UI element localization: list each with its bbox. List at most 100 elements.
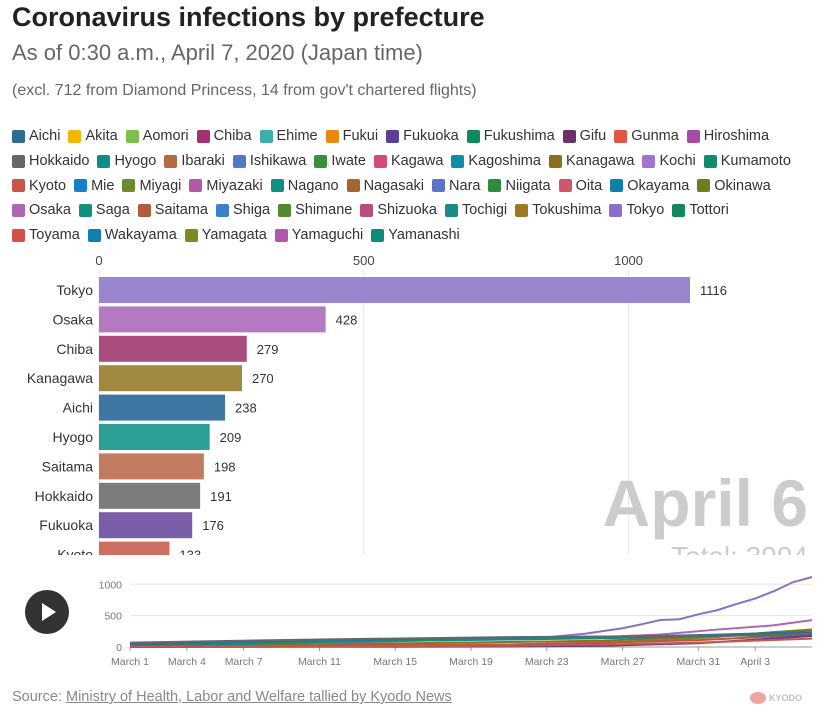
legend-item-akita[interactable]: Akita [68,124,118,149]
timeline-x-tick-label: March 27 [601,656,645,668]
legend-label: Nagasaki [363,177,425,194]
legend-swatch [642,154,656,168]
legend-swatch [278,203,292,217]
legend-item-shizuoka[interactable]: Shizuoka [360,198,437,223]
legend-swatch [346,179,360,193]
bar-aichi [99,394,226,421]
bar-value-label: 176 [202,518,224,533]
legend-item-saga[interactable]: Saga [78,198,130,223]
legend-item-aichi[interactable]: Aichi [12,124,60,149]
legend-item-shiga[interactable]: Shiga [216,198,270,223]
source-link[interactable]: Ministry of Health, Labor and Welfare ta… [66,689,452,705]
legend-swatch [466,129,480,143]
bar-value-label: 209 [220,430,242,445]
legend-label: Saitama [154,202,208,219]
bar-kyoto [99,541,170,555]
bar-category-label: Hokkaido [35,488,94,504]
legend-item-kanagawa[interactable]: Kanagawa [548,149,635,174]
legend-item-iwate[interactable]: Iwate [314,149,366,174]
legend-swatch [609,203,623,217]
legend-item-aomori[interactable]: Aomori [125,124,189,149]
legend-label: Hiroshima [703,128,770,145]
legend-item-wakayama[interactable]: Wakayama [87,223,177,248]
legend-item-kyoto[interactable]: Kyoto [12,173,66,198]
legend-swatch [196,129,210,143]
legend-label: Hokkaido [29,153,90,170]
legend-label: Shiga [233,202,271,219]
legend-item-okayama[interactable]: Okayama [610,173,689,198]
legend-item-hokkaido[interactable]: Hokkaido [12,149,89,174]
legend-item-kagawa[interactable]: Kagawa [374,149,443,174]
legend-item-tokushima[interactable]: Tokushima [515,198,601,223]
legend-label: Fukushima [483,128,555,145]
legend-label: Oita [575,177,603,194]
legend-item-nara[interactable]: Nara [432,173,480,198]
legend-item-hiroshima[interactable]: Hiroshima [686,124,770,149]
legend-item-saitama[interactable]: Saitama [137,198,208,223]
legend-label: Miyagi [139,177,182,194]
legend-label: Kochi [659,153,696,170]
legend-item-chiba[interactable]: Chiba [196,124,252,149]
legend-item-yamagata[interactable]: Yamagata [184,223,267,248]
legend-label: Iwate [331,153,366,170]
timeline-chart[interactable]: 0 500 1000 March 1 March 4 March 7 March 11 Mar… [0,572,825,677]
legend-item-kochi[interactable]: Kochi [642,149,696,174]
bar-category-label: Saitama [42,458,94,474]
legend-item-yamaguchi[interactable]: Yamaguchi [274,223,363,248]
kyodo-logo: KYODO [750,692,802,704]
legend-item-fukui[interactable]: Fukui [325,124,378,149]
legend-swatch [488,179,502,193]
legend-label: Gunma [631,128,679,145]
legend-item-toyama[interactable]: Toyama [12,223,80,248]
legend-item-niigata[interactable]: Niigata [488,173,551,198]
legend-item-mie[interactable]: Mie [74,173,114,198]
play-button[interactable] [25,590,69,634]
legend-swatch [68,129,82,143]
legend-item-fukuoka[interactable]: Fukuoka [386,124,459,149]
legend-item-oita[interactable]: Oita [558,173,603,198]
legend-item-fukushima[interactable]: Fukushima [466,124,555,149]
legend-item-yamanashi[interactable]: Yamanashi [371,223,460,248]
bar-category-label: Chiba [56,341,93,357]
legend-swatch [444,203,458,217]
bar-category-label: Kanagawa [27,370,93,386]
legend-label: Miyazaki [206,177,263,194]
legend-item-osaka[interactable]: Osaka [12,198,71,223]
legend-item-ishikawa[interactable]: Ishikawa [232,149,306,174]
legend-item-kagoshima[interactable]: Kagoshima [451,149,541,174]
legend-item-shimane[interactable]: Shimane [278,198,352,223]
legend-item-nagano[interactable]: Nagano [270,173,339,198]
legend-label: Kanagawa [565,153,635,170]
legend-label: Yamanashi [388,227,460,244]
legend-label: Ibaraki [181,153,225,170]
legend-item-tochigi[interactable]: Tochigi [444,198,507,223]
legend-item-ehime[interactable]: Ehime [259,124,318,149]
date-watermark: April 6 [603,466,808,540]
legend-item-nagasaki[interactable]: Nagasaki [346,173,425,198]
legend-swatch [164,154,178,168]
timeline-y-tick-label: 0 [116,642,122,654]
legend-label: Saga [95,202,130,219]
legend-item-tottori[interactable]: Tottori [672,198,729,223]
legend-label: Chiba [213,128,252,145]
legend-label: Wakayama [104,227,177,244]
bar-axis-tick-label: 500 [353,253,375,268]
legend-item-hyogo[interactable]: Hyogo [97,149,156,174]
legend-item-gifu[interactable]: Gifu [562,124,606,149]
legend-swatch [125,129,139,143]
legend-label: Kagawa [391,153,444,170]
legend-item-ibaraki[interactable]: Ibaraki [164,149,225,174]
legend-item-miyazaki[interactable]: Miyazaki [189,173,263,198]
legend-item-okinawa[interactable]: Okinawa [697,173,771,198]
timeline-chart-svg[interactable]: 0 500 1000 March 1 March 4 March 7 March 11 Mar… [0,572,825,677]
legend-swatch [270,179,284,193]
legend-item-gunma[interactable]: Gunma [614,124,679,149]
legend-swatch [232,154,246,168]
legend-item-miyagi[interactable]: Miyagi [122,173,181,198]
legend-item-kumamoto[interactable]: Kumamoto [703,149,791,174]
legend-label: Hyogo [114,153,157,170]
timeline-x-tick-label: March 1 [111,656,149,668]
legend-swatch [515,203,529,217]
legend-item-tokyo[interactable]: Tokyo [609,198,664,223]
timeline-x-tick-label: March 15 [373,656,417,668]
